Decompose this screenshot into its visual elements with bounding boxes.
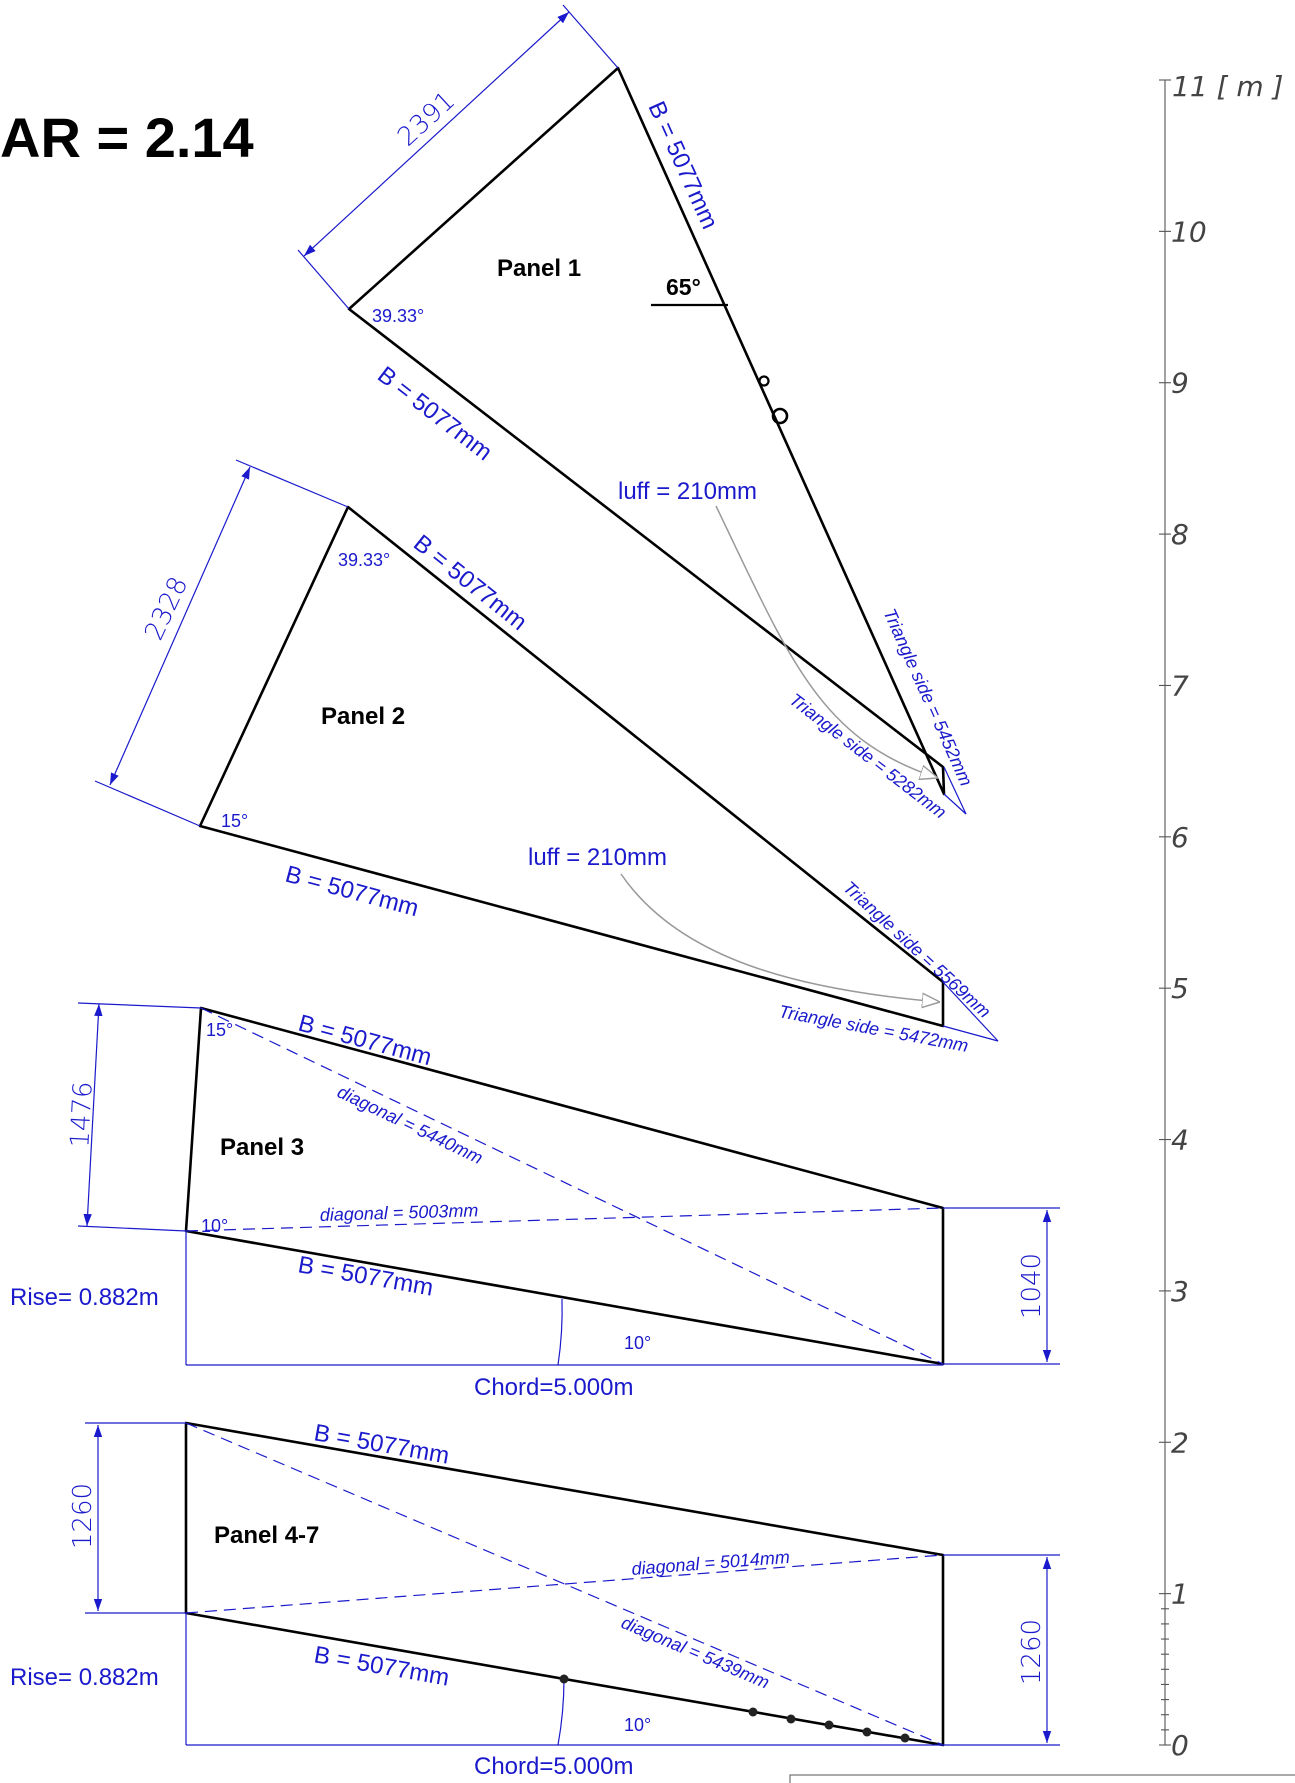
panel-2-luff-arrow [620, 873, 940, 1002]
panel-4-7-rise-label: Rise= 0.882m [10, 1664, 159, 1691]
panel-2-width-dimension [109, 466, 251, 786]
height-scale-tick-label: 1 [1171, 1578, 1189, 1611]
panel-4-7-point [786, 1714, 796, 1724]
panel-1-edge-bottom-label: B = 5077mm [372, 361, 497, 466]
panel-3-edge-top-label: B = 5077mm [295, 1010, 434, 1071]
panel-3-name: Panel 3 [220, 1134, 304, 1161]
panel-3-angle-bottom: 10° [201, 1216, 228, 1236]
panel-2-name: Panel 2 [321, 703, 405, 730]
panel-2-extension-line [94, 780, 201, 827]
panel-3-rise-angle: 10° [624, 1333, 651, 1353]
height-scale-tick-label: 4 [1171, 1124, 1189, 1157]
panel-3-left-height-label: 1476 [65, 1081, 98, 1149]
panel-4-7-edge-bottom-label: B = 5077mm [312, 1641, 451, 1691]
height-scale-tick-label: 10 [1171, 215, 1207, 248]
panel-4-7-diagonal-b-label: diagonal = 5439mm [618, 1612, 772, 1692]
panel-3-diagonal-b-label: diagonal = 5003mm [320, 1200, 479, 1225]
height-scale-tick-label: 6 [1171, 821, 1189, 854]
panel-2-edge-top-label: B = 5077mm [408, 530, 532, 636]
panel-2-extension-line [235, 459, 349, 508]
panel-4-7-left-height-label: 1260 [68, 1483, 98, 1549]
panel-1-hinge-point [758, 375, 770, 387]
panel-2-edge-bottom-label: B = 5077mm [282, 861, 421, 922]
panel-2-width-label: 2328 [139, 572, 194, 645]
panel-3-extension-line [77, 1002, 202, 1009]
panel-4-7-point [559, 1674, 569, 1684]
panel-3: 1476 1040 Panel 3 15° 10° 10° B = 5077mm… [10, 1002, 1060, 1401]
panel-1-luff-label: luff = 210mm [618, 478, 757, 505]
height-scale-tick-label: 9 [1171, 367, 1189, 400]
panel-2-angle-top: 39.33° [338, 550, 390, 570]
panel-1-hinge-ring [771, 407, 789, 425]
panel-4-7-diagonal-a [185, 1554, 944, 1614]
panel-3-extension-line [77, 1225, 187, 1232]
panel-4-7-name: Panel 4-7 [214, 1522, 319, 1549]
panel-1-triangle-side [943, 793, 967, 815]
panel-1-angle-top: 65° [666, 274, 701, 300]
panel-4-7-diagonal-a-label: diagonal = 5014mm [631, 1547, 791, 1579]
panel-4-7-point [748, 1707, 758, 1717]
panel-4-7: 1260 1260 Panel 4-7 10° B = 5077mm B = 5… [10, 1419, 1060, 1780]
panel-1: 2391 65° Panel 1 39.33° B = 5077mm B = 5… [297, 4, 976, 822]
panel-4-7-rise-angle: 10° [624, 1715, 651, 1735]
panel-4-7-point [862, 1727, 872, 1737]
panel-4-7-right-height-label: 1260 [1017, 1619, 1047, 1685]
frame-border [789, 1774, 1295, 1783]
panel-3-chord-label: Chord=5.000m [474, 1374, 633, 1401]
panel-3-rise-angle-arc [557, 1298, 563, 1366]
panel-2-triangle-side-b-label: Triangle side = 5472mm [777, 1001, 970, 1056]
panel-1-name: Panel 1 [497, 255, 581, 282]
panel-3-angle-top: 15° [206, 1020, 233, 1040]
height-scale-tick-label: 3 [1171, 1275, 1189, 1308]
panel-3-right-height-label: 1040 [1017, 1253, 1047, 1319]
panel-2-outline [198, 505, 945, 1028]
height-scale-tick-label: 5 [1171, 972, 1189, 1005]
height-scale-tick-label: 0 [1171, 1729, 1189, 1762]
panel-4-7-chord-label: Chord=5.000m [474, 1753, 633, 1780]
panel-1-extension-line [562, 4, 619, 69]
panel-2-triangle-side [942, 1025, 999, 1042]
panel-3-left-height-dimension [83, 1003, 103, 1227]
panel-3-outline [184, 1006, 945, 1366]
panel-4-7-point [824, 1720, 834, 1730]
panel-2-luff-label: luff = 210mm [528, 844, 667, 871]
panel-4-7-diagonal-b [185, 1422, 944, 1746]
panel-1-angle-left: 39.33° [372, 306, 424, 326]
panel-3-diagonal-a [200, 1007, 944, 1365]
panel-3-rise-label: Rise= 0.882m [10, 1284, 159, 1311]
panel-1-luff-arrow [715, 505, 938, 778]
panel-2-triangle-side [942, 981, 999, 1042]
height-scale-tick-label: 2 [1171, 1426, 1189, 1459]
panel-3-diagonal-a-label: diagonal = 5440mm [334, 1082, 486, 1169]
aspect-ratio-title: AR = 2.14 [0, 106, 254, 169]
height-scale-tick-label: 8 [1171, 518, 1189, 551]
height-scale-unit-label: 11 [ m ] [1172, 70, 1283, 103]
panel-4-7-point [900, 1733, 910, 1743]
panel-3-diagonal-b [185, 1207, 944, 1232]
panel-1-triangle-side [943, 766, 967, 815]
panel-1-width-dimension [303, 11, 570, 257]
panel-1-triangle-side-a-label: Triangle side = 5452mm [879, 605, 976, 789]
height-scale-tick-label: 7 [1171, 669, 1189, 702]
panel-4-7-edge-top-label: B = 5077mm [312, 1419, 451, 1469]
panel-2-angle-bottom: 15° [221, 811, 248, 831]
panel-1-extension-line [297, 249, 350, 310]
panel-3-edge-bottom-label: B = 5077mm [296, 1251, 435, 1301]
panel-4-7-rise-angle-arc [557, 1678, 565, 1746]
